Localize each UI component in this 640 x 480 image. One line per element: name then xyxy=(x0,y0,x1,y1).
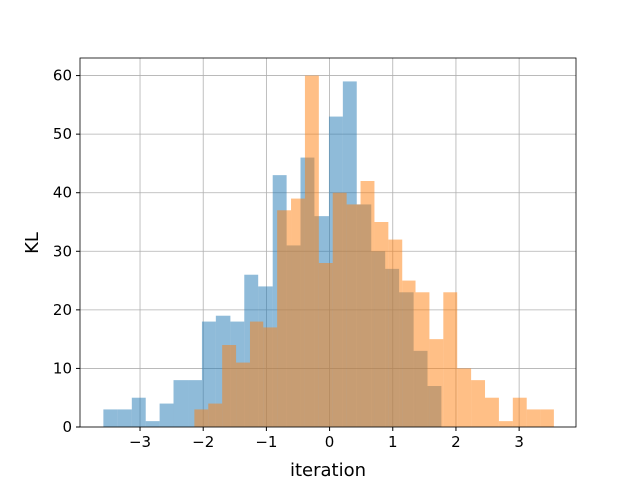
histogram-bar xyxy=(526,409,541,427)
histogram-bar xyxy=(208,403,223,427)
histogram-bar xyxy=(346,204,361,427)
histogram-bar xyxy=(222,345,237,427)
y-tick-label: 20 xyxy=(53,301,72,319)
x-tick-label: −2 xyxy=(192,433,214,451)
x-tick-label: −3 xyxy=(129,433,151,451)
histogram-bar xyxy=(159,403,174,427)
x-tick-label: 0 xyxy=(325,433,335,451)
histogram-bar xyxy=(249,321,264,427)
histogram-bar xyxy=(415,292,430,427)
histogram-bar xyxy=(201,321,216,427)
histogram-bar xyxy=(291,198,305,427)
histogram-bar xyxy=(304,75,319,428)
histogram-bar xyxy=(512,397,527,427)
histogram-bar xyxy=(194,409,209,427)
histogram-bar xyxy=(277,210,292,427)
x-tick-label: 3 xyxy=(514,433,524,451)
histogram-bar xyxy=(388,239,403,427)
histogram-bar xyxy=(318,263,333,427)
histogram-bar xyxy=(117,409,132,427)
histogram-bar xyxy=(443,292,458,427)
y-axis-label: KL xyxy=(22,232,43,254)
y-tick-label: 0 xyxy=(62,418,72,436)
histogram-bar xyxy=(103,409,118,427)
y-tick-label: 30 xyxy=(53,242,72,260)
histogram-bar xyxy=(540,409,554,427)
histogram-bar xyxy=(173,380,189,427)
histogram-bar xyxy=(485,397,499,427)
y-tick-label: 50 xyxy=(53,125,72,143)
plot-frame xyxy=(79,57,577,428)
histogram-bar xyxy=(429,339,444,427)
histogram-bar xyxy=(131,397,146,427)
histogram-bar xyxy=(332,192,347,427)
x-tick-label: −1 xyxy=(255,433,277,451)
histogram-bar xyxy=(402,280,416,427)
y-tick-label: 10 xyxy=(53,359,72,377)
x-tick-label: 2 xyxy=(451,433,461,451)
x-tick-label: 1 xyxy=(388,433,398,451)
y-tick-label: 60 xyxy=(53,67,72,85)
y-tick-label: 40 xyxy=(53,184,72,202)
x-axis-label: iteration xyxy=(290,460,366,480)
histogram-bar xyxy=(145,421,160,427)
histogram-bar xyxy=(374,222,389,427)
histogram-bar xyxy=(360,181,375,427)
histogram-bar xyxy=(498,421,513,427)
histogram-bar xyxy=(236,362,250,427)
histogram-bar xyxy=(263,327,278,427)
histogram-bar xyxy=(471,380,486,427)
histogram-bar xyxy=(457,368,472,427)
